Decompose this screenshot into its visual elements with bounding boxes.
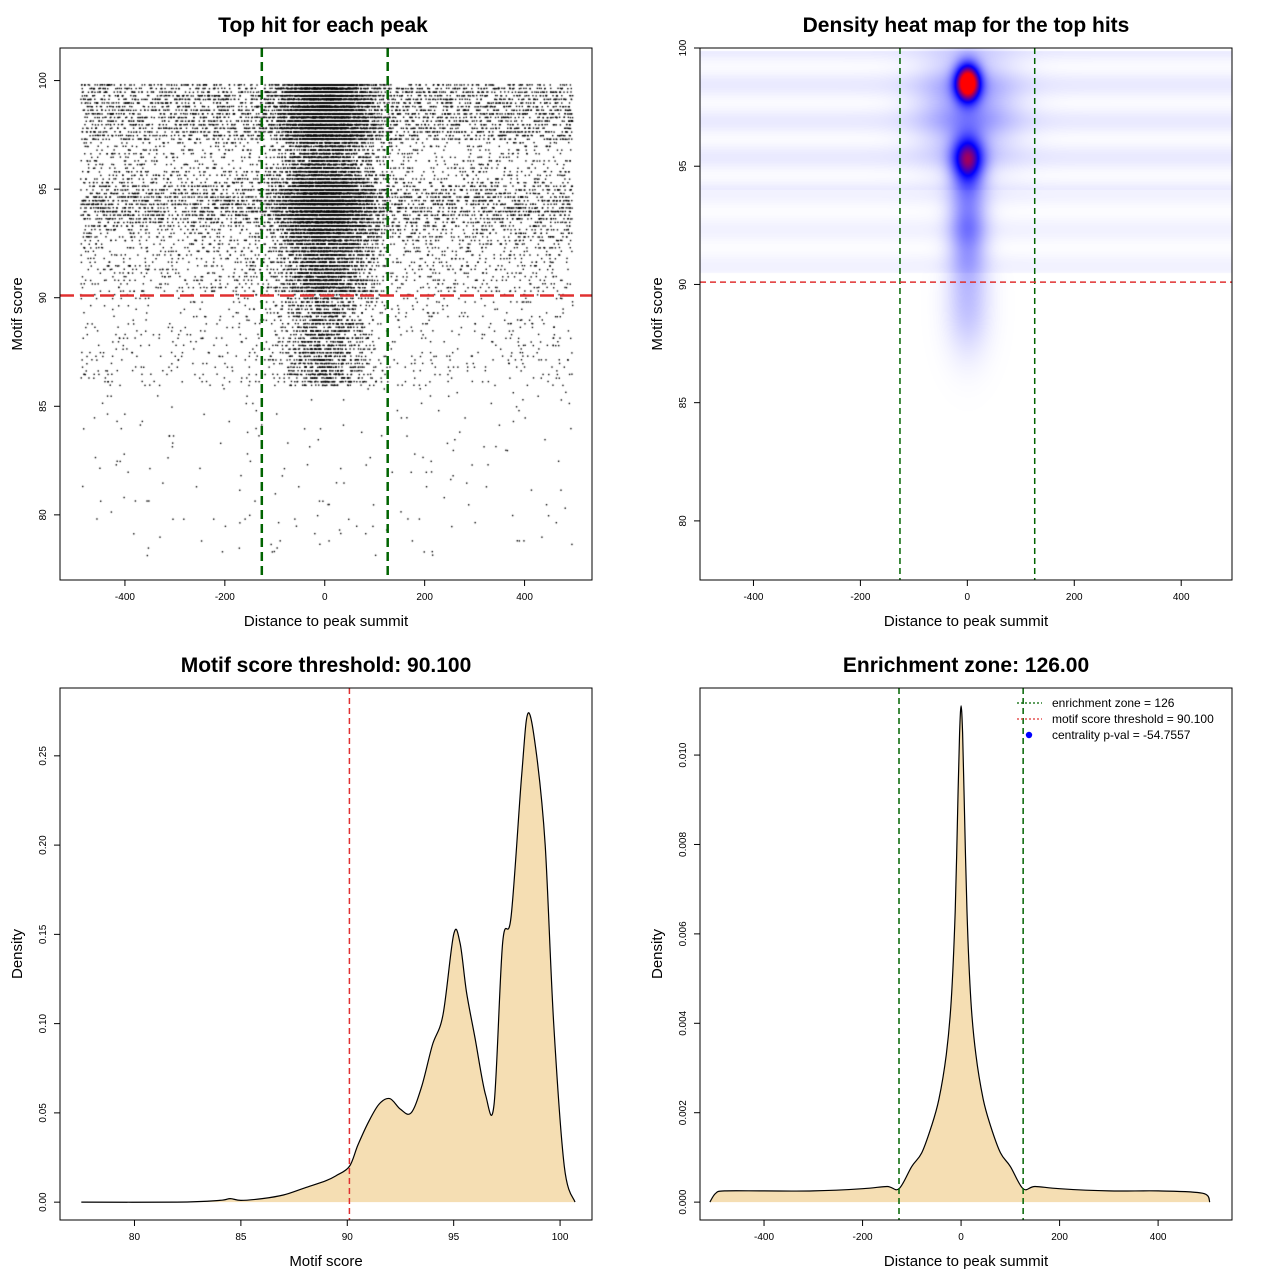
distance-density-xlabel: Distance to peak summit [884,1253,1049,1270]
x-tick-label: -200 [215,592,235,603]
x-tick-label: 400 [516,592,533,603]
y-tick-label: 0.002 [678,1100,689,1125]
y-tick-label: 90 [38,292,49,304]
x-tick-label: -200 [850,592,870,603]
scatter-points [60,48,592,580]
x-tick-label: 0 [322,592,328,603]
x-tick-label: -400 [743,592,763,603]
x-tick-label: -400 [754,1232,774,1243]
y-tick-label: 0.00 [38,1192,49,1212]
heatmap-ylabel: Motif score [649,277,666,350]
x-tick-label: 200 [1051,1232,1068,1243]
legend: enrichment zone = 126 motif score thresh… [1017,696,1214,742]
heatmap-panel: Density heat map for the top hits -400 -2… [649,14,1233,630]
y-tick-label: 0.008 [678,832,689,857]
y-tick-label: 0.25 [38,746,49,766]
plot-frame [699,47,1233,581]
x-tick-label: 400 [1173,592,1190,603]
y-tick-label: 100 [38,72,49,89]
distance-density-ylabel: Density [649,928,666,979]
x-tick-label: 80 [129,1232,141,1243]
legend-entry-pval: centrality p-val = -54.7557 [1052,728,1191,742]
y-tick-label: 95 [38,183,49,195]
y-tick-label: 80 [678,515,689,527]
distance-density-plot-area: -400 -200 0 200 400 0.000 0.002 0.004 0.006 0.008… [678,687,1233,1243]
legend-entry-zone: enrichment zone = 126 [1052,696,1175,710]
scatter-panel: Top hit for each peak -400 -200 0 200 400 80 8… [9,14,593,630]
y-tick-label: 0.20 [38,835,49,855]
heatmap-plot-area: -400 -200 0 200 400 80 85 90 95 100 [678,39,1233,603]
legend-pval-marker [1025,731,1033,739]
y-tick-label: 0.05 [38,1103,49,1123]
x-tick-label: 400 [1150,1232,1167,1243]
y-tick-label: 0.004 [678,1010,689,1035]
y-tick-label: 85 [38,400,49,412]
heatmap-title: Density heat map for the top hits [803,14,1130,37]
plot-frame [59,47,593,581]
density-fill [709,705,1210,1203]
score-density-panel: Motif score threshold: 90.100 80 85 90 95 10… [9,654,593,1270]
y-tick-label: 0.15 [38,924,49,944]
y-tick-label: 90 [678,278,689,290]
y-tick-label: 0.010 [678,742,689,767]
x-tick-label: 95 [448,1232,460,1243]
y-tick-label: 0.000 [678,1189,689,1214]
y-tick-label: 85 [678,397,689,409]
score-density-title: Motif score threshold: 90.100 [181,654,472,677]
density-curve [81,712,576,1203]
x-tick-label: 0 [958,1232,964,1243]
distance-density-panel: Enrichment zone: 126.00 -400 -200 0 200 400 0… [649,654,1233,1270]
x-tick-label: 90 [342,1232,354,1243]
x-tick-label: 200 [1066,592,1083,603]
x-tick-label: -200 [853,1232,873,1243]
scatter-xlabel: Distance to peak summit [244,613,409,630]
y-tick-label: 80 [38,509,49,521]
score-density-ylabel: Density [9,928,26,979]
score-density-plot-area: 80 85 90 95 100 0.00 0.05 0.10 0.15 0.20 0.25 [38,687,593,1243]
distance-density-title: Enrichment zone: 126.00 [843,654,1089,677]
scatter-ylabel: Motif score [9,277,26,350]
plot-frame [59,687,593,1221]
density-curve [709,705,1211,1203]
y-tick-label: 0.10 [38,1013,49,1033]
plot-frame [699,687,1233,1221]
y-tick-label: 100 [678,39,689,56]
heatmap-image [700,48,1232,580]
scatter-title: Top hit for each peak [218,14,428,37]
scatter-plot-area: -400 -200 0 200 400 80 85 90 95 100 [38,47,593,603]
x-tick-label: 100 [552,1232,569,1243]
x-tick-label: 85 [235,1232,247,1243]
x-tick-label: 200 [416,592,433,603]
score-density-xlabel: Motif score [289,1253,362,1270]
y-tick-label: 95 [678,160,689,172]
legend-entry-threshold: motif score threshold = 90.100 [1052,712,1214,726]
density-fill [81,712,576,1203]
x-tick-label: -400 [115,592,135,603]
x-tick-label: 0 [965,592,971,603]
y-tick-label: 0.006 [678,921,689,946]
heatmap-xlabel: Distance to peak summit [884,613,1049,630]
